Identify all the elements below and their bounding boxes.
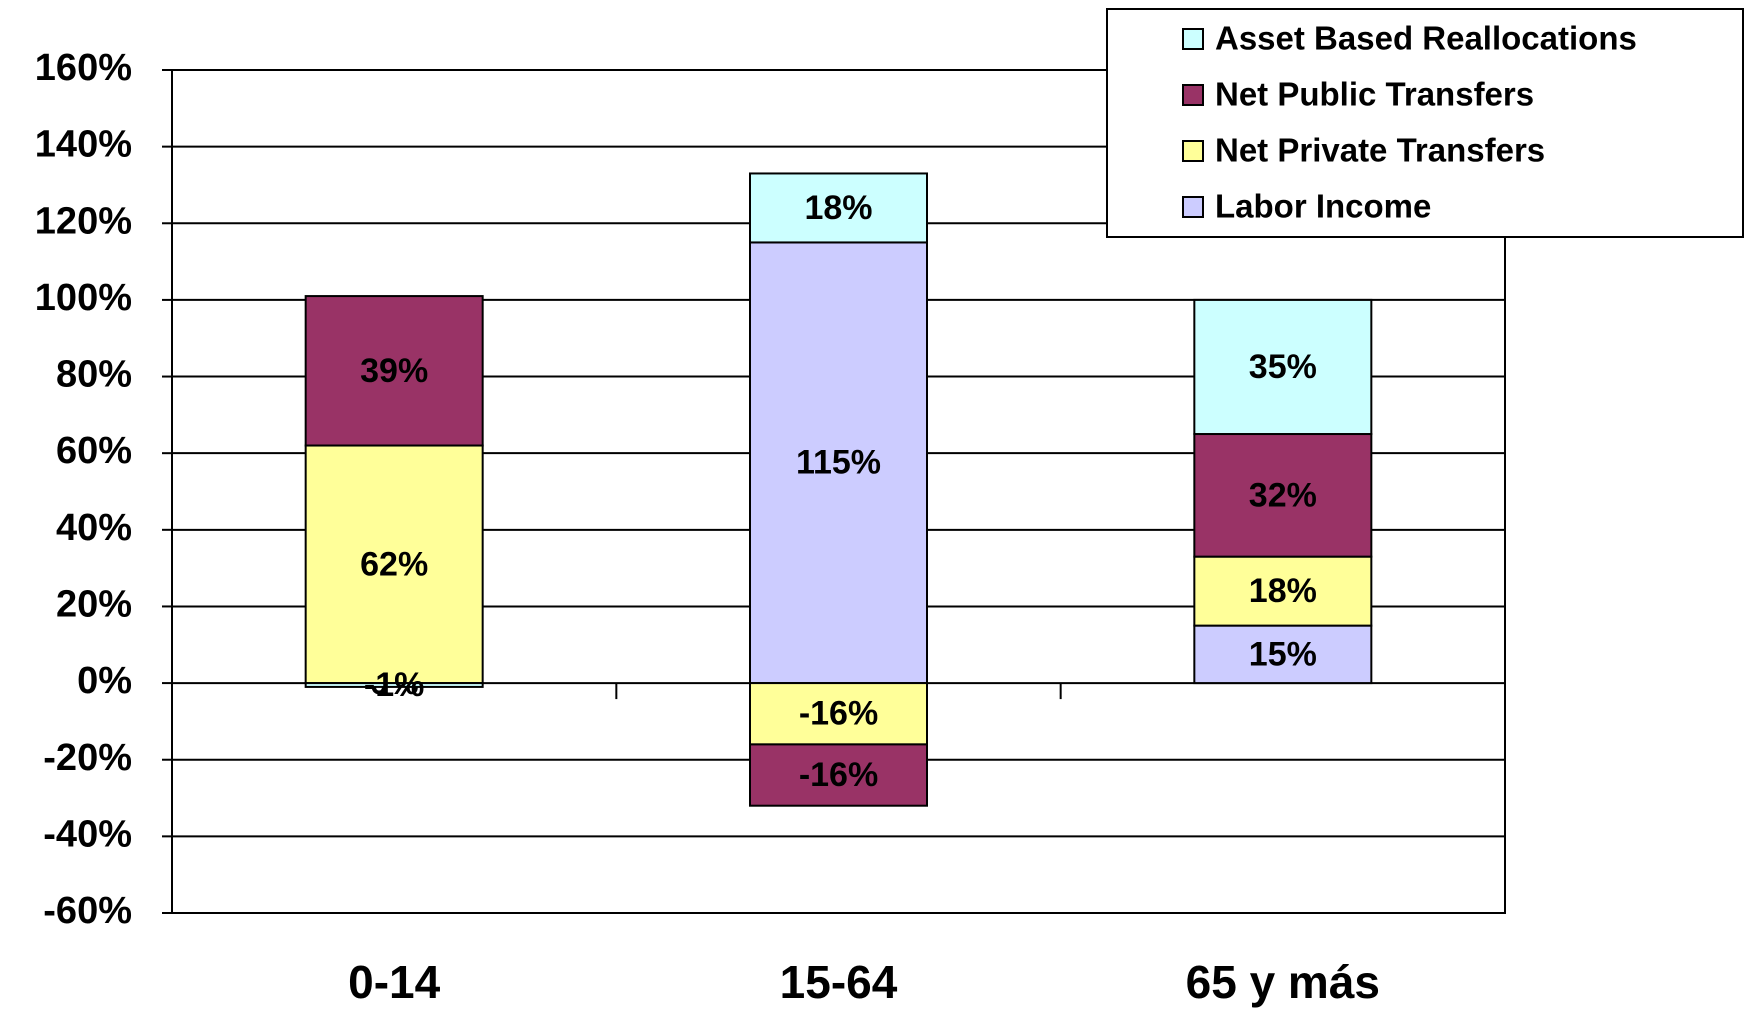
legend-swatch [1182,196,1204,218]
y-tick-label: -60% [43,890,132,932]
legend-box [1106,8,1744,238]
y-tick-label: 80% [56,354,132,396]
data-label: -16% [799,756,878,794]
data-label: 18% [804,189,872,227]
legend-label: Asset Based Reallocations [1215,20,1637,57]
data-label: 32% [1249,476,1317,514]
bar-segment [1193,624,1373,685]
bar-segment [304,682,484,688]
y-tick-label: -40% [43,813,132,855]
legend-label: Net Public Transfers [1215,76,1534,113]
data-label: 62% [360,545,428,583]
data-label: -16% [799,695,878,733]
bar-segment [749,682,928,746]
data-label: 39% [360,352,428,390]
y-tick-label: 140% [35,124,132,166]
legend-swatch [1182,140,1204,162]
x-tick-label: 0-14 [348,956,440,1008]
bar-segment [304,295,484,447]
x-tick-label: 15-64 [780,956,898,1008]
y-tick-label: 120% [35,200,132,242]
legend-swatch [1182,28,1204,50]
bar-segment [749,743,928,807]
legend-label: Labor Income [1215,188,1431,225]
y-tick-label: 20% [56,583,132,625]
y-tick-label: 40% [56,507,132,549]
y-tick-label: 60% [56,430,132,472]
x-tick-label: 65 y más [1186,956,1380,1008]
bar-segment [1193,433,1373,558]
bar-segment [749,172,928,244]
data-label: 15% [1249,635,1317,673]
data-label: -1% [364,666,424,704]
legend-label: Net Private Transfers [1215,132,1545,169]
bar-segment [749,241,928,685]
data-label: 35% [1249,348,1317,386]
y-tick-label: -20% [43,737,132,779]
y-tick-label: 160% [35,47,132,89]
y-tick-label: 100% [35,277,132,319]
bar-segment [1193,298,1373,436]
legend-swatch [1182,84,1204,106]
data-label: 18% [1249,572,1317,610]
y-tick-label: 0% [77,660,132,702]
bar-segment [1193,555,1373,627]
data-label: 115% [796,444,881,482]
